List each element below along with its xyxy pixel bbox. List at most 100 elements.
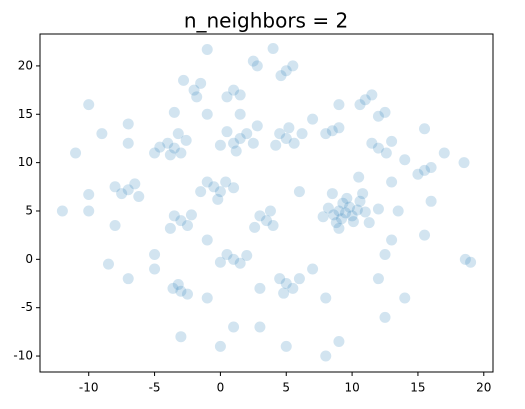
point (180, 134, 192, 146)
point (109, 219, 121, 231)
point (234, 89, 246, 101)
point (149, 248, 161, 260)
point (392, 205, 404, 217)
point (234, 257, 246, 269)
point (341, 192, 353, 204)
point (247, 137, 259, 149)
point (287, 60, 299, 72)
point (372, 273, 384, 285)
y-tick-label: 0 (25, 252, 33, 266)
point (336, 213, 348, 225)
point (221, 126, 233, 138)
point (320, 292, 332, 304)
point (293, 186, 305, 198)
point (399, 154, 411, 166)
point (380, 147, 392, 159)
point (234, 108, 246, 120)
point (287, 282, 299, 294)
point (320, 128, 332, 140)
point (185, 209, 197, 221)
point (337, 197, 349, 209)
point (261, 215, 272, 227)
point (249, 221, 261, 233)
point (351, 204, 363, 216)
x-tick-label: 20 (476, 381, 491, 395)
point (247, 55, 259, 67)
point (386, 234, 398, 246)
point (386, 176, 398, 188)
point (254, 321, 266, 333)
point (109, 181, 121, 193)
point (317, 211, 329, 223)
point (172, 128, 184, 140)
point (214, 340, 226, 352)
point (280, 278, 292, 290)
y-tick-label: 15 (18, 107, 33, 121)
point (234, 132, 246, 144)
x-tick-label: -5 (149, 381, 161, 395)
point (254, 210, 266, 222)
point (412, 168, 424, 180)
y-tick-label: 20 (18, 58, 33, 72)
point (188, 84, 200, 96)
point (116, 188, 128, 200)
point (56, 205, 68, 217)
point (195, 186, 207, 198)
x-tick-label: 5 (282, 381, 290, 395)
point (333, 336, 345, 348)
point (438, 147, 450, 159)
point (359, 94, 371, 106)
point (419, 164, 431, 176)
point (274, 273, 286, 285)
point (122, 273, 134, 285)
point (465, 256, 477, 268)
x-tick-label: 15 (410, 381, 425, 395)
point (280, 340, 292, 352)
point (267, 43, 279, 55)
point (175, 285, 187, 297)
point (154, 141, 166, 153)
point (296, 128, 308, 140)
point (228, 182, 240, 194)
x-tick-label: 10 (344, 381, 359, 395)
point (164, 149, 176, 161)
point (322, 202, 334, 214)
point (167, 282, 179, 294)
point (214, 139, 226, 151)
point (172, 278, 184, 290)
point (353, 171, 365, 183)
point (221, 91, 233, 103)
point (181, 219, 193, 231)
point (346, 210, 358, 222)
point (191, 91, 203, 103)
point (178, 74, 190, 86)
point (330, 217, 342, 229)
point (419, 123, 431, 135)
point (129, 178, 141, 190)
point (333, 222, 345, 234)
point (328, 209, 340, 221)
point (133, 190, 145, 202)
point (399, 292, 411, 304)
point (419, 229, 431, 241)
point (379, 106, 391, 118)
point (320, 350, 332, 362)
point (340, 207, 352, 219)
y-tick-label: -5 (21, 300, 33, 314)
point (386, 135, 398, 147)
point (267, 219, 279, 231)
x-tick-label: 0 (217, 381, 225, 395)
point (293, 273, 305, 285)
point (264, 205, 276, 217)
point (175, 147, 187, 159)
point (208, 181, 220, 193)
point (241, 249, 253, 261)
point (379, 248, 391, 260)
point (288, 137, 300, 149)
point (228, 321, 240, 333)
point (201, 108, 213, 120)
point (357, 188, 369, 200)
point (307, 113, 319, 125)
point (201, 43, 213, 55)
point (326, 125, 338, 137)
